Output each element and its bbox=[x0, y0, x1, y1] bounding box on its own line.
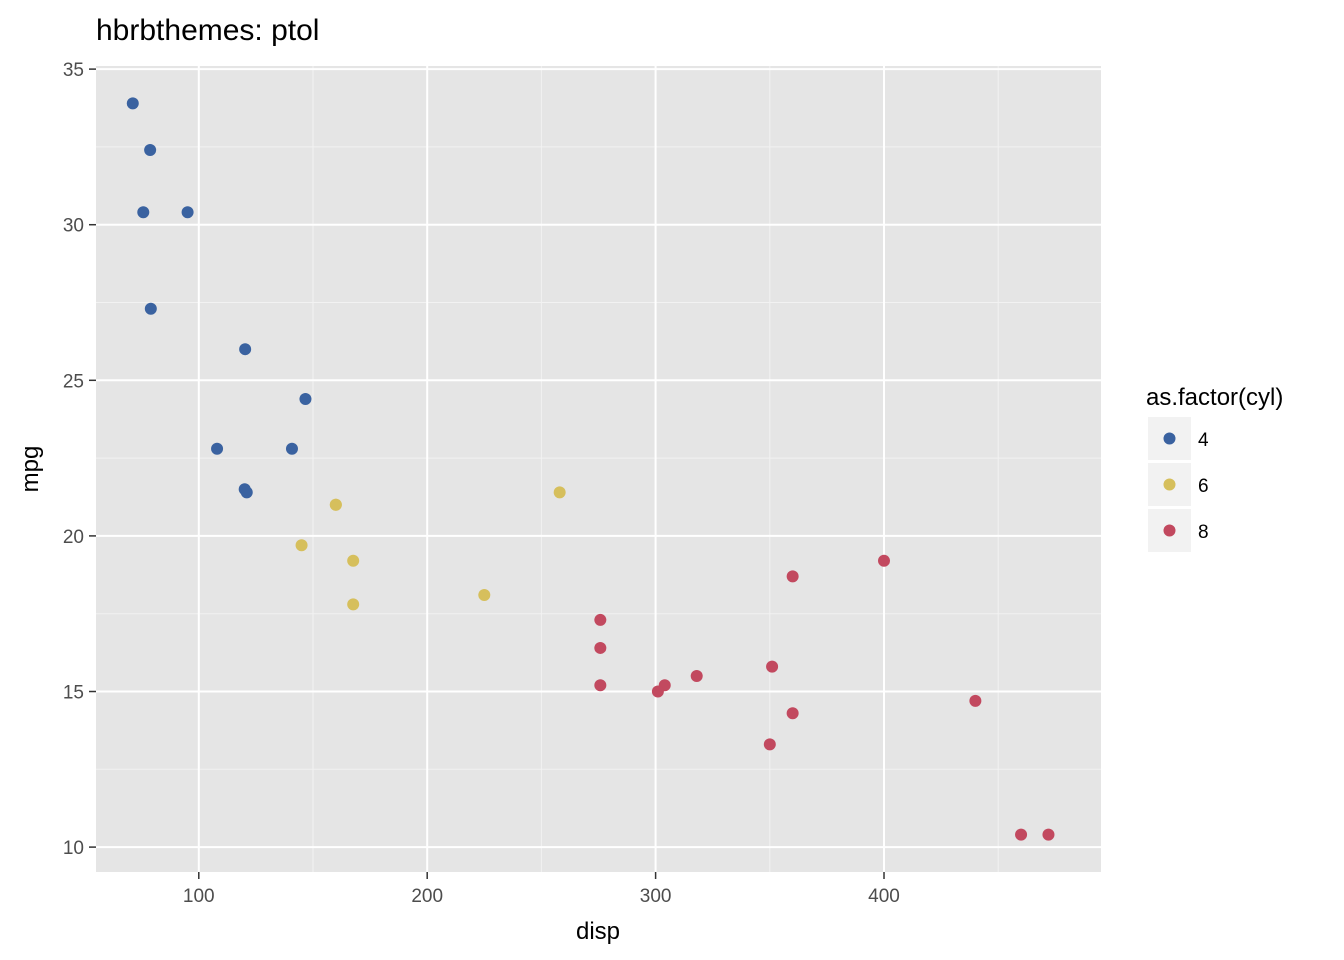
y-tick-label: 25 bbox=[63, 371, 84, 392]
point-cyl-4 bbox=[126, 97, 139, 110]
point-cyl-6 bbox=[347, 598, 360, 611]
point-cyl-4 bbox=[144, 144, 157, 157]
y-axis-title: mpg bbox=[17, 446, 44, 493]
plot-panel bbox=[96, 66, 1101, 872]
x-axis-title: disp bbox=[576, 918, 620, 945]
legend-label: 6 bbox=[1198, 476, 1209, 497]
chart-title: hbrbthemes: ptol bbox=[96, 14, 319, 47]
point-cyl-8 bbox=[786, 707, 799, 720]
y-tick-label: 20 bbox=[63, 527, 84, 548]
legend-label: 8 bbox=[1198, 522, 1209, 543]
point-cyl-4 bbox=[239, 343, 252, 356]
legend-key-point bbox=[1163, 432, 1176, 445]
point-cyl-4 bbox=[211, 442, 224, 455]
point-cyl-8 bbox=[763, 738, 776, 751]
legend: as.factor(cyl) 4 6 8 bbox=[1146, 384, 1283, 552]
point-cyl-4 bbox=[299, 392, 312, 405]
point-cyl-8 bbox=[766, 660, 779, 673]
point-cyl-6 bbox=[553, 486, 566, 499]
x-tick-label: 400 bbox=[868, 886, 900, 907]
data-points bbox=[126, 97, 1055, 841]
point-cyl-8 bbox=[594, 679, 607, 692]
point-cyl-4 bbox=[137, 206, 150, 219]
point-cyl-6 bbox=[329, 498, 342, 511]
y-tick-label: 30 bbox=[63, 216, 84, 237]
x-tick-label: 200 bbox=[411, 886, 443, 907]
point-cyl-8 bbox=[594, 613, 607, 626]
point-cyl-8 bbox=[1042, 828, 1055, 841]
point-cyl-4 bbox=[181, 206, 194, 219]
point-cyl-6 bbox=[478, 589, 491, 602]
point-cyl-4 bbox=[144, 302, 157, 315]
y-tick-label: 35 bbox=[63, 60, 84, 81]
x-tick-label: 100 bbox=[183, 886, 215, 907]
legend-label: 4 bbox=[1198, 430, 1209, 451]
point-cyl-8 bbox=[690, 669, 703, 682]
point-cyl-8 bbox=[1015, 828, 1028, 841]
x-tick-label: 300 bbox=[640, 886, 672, 907]
y-tick-label: 10 bbox=[63, 838, 84, 859]
point-cyl-8 bbox=[786, 570, 799, 583]
point-cyl-4 bbox=[240, 486, 253, 499]
minor-gridlines bbox=[96, 66, 1101, 872]
legend-key-point bbox=[1163, 478, 1176, 491]
legend-items: 4 6 8 bbox=[1148, 417, 1209, 552]
x-axis: 100 200 300 400 bbox=[183, 872, 900, 907]
legend-title: as.factor(cyl) bbox=[1146, 384, 1283, 411]
major-gridlines bbox=[96, 66, 1101, 872]
legend-key-point bbox=[1163, 524, 1176, 537]
y-tick-label: 15 bbox=[63, 683, 84, 704]
point-cyl-4 bbox=[285, 442, 298, 455]
point-cyl-8 bbox=[651, 685, 664, 698]
y-axis: 10 15 20 25 30 35 bbox=[63, 60, 96, 859]
point-cyl-6 bbox=[347, 554, 360, 567]
point-cyl-6 bbox=[295, 539, 308, 552]
point-cyl-8 bbox=[878, 554, 891, 567]
point-cyl-8 bbox=[594, 641, 607, 654]
point-cyl-8 bbox=[969, 694, 982, 707]
